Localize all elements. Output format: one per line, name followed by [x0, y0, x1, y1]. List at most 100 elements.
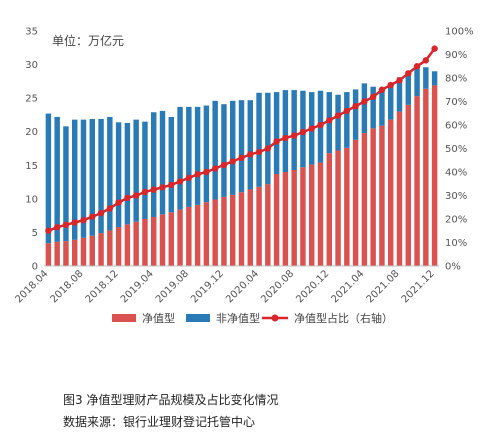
bar-feijingzhi: [379, 90, 385, 126]
bar-feijingzhi: [133, 119, 139, 222]
ratio-point: [422, 57, 430, 64]
bar-jingzhi: [326, 153, 332, 266]
bar-feijingzhi: [186, 106, 192, 207]
bar-feijingzhi: [265, 92, 271, 185]
ratio-point: [176, 178, 184, 185]
bar-feijingzhi: [221, 104, 227, 197]
ratio-point: [124, 194, 131, 202]
bar-jingzhi: [230, 194, 236, 266]
bar-jingzhi: [273, 174, 280, 266]
bar-jingzhi: [265, 184, 271, 266]
bar-jingzhi: [282, 172, 289, 266]
bar-feijingzhi: [431, 71, 438, 86]
bar-jingzhi: [151, 216, 157, 266]
bar-jingzhi: [45, 243, 52, 266]
bar-jingzhi: [133, 221, 139, 266]
bar-jingzhi: [361, 133, 368, 266]
ratio-point: [71, 219, 78, 226]
bar-feijingzhi: [230, 100, 236, 195]
x-tick-label: 2021.08: [365, 268, 402, 305]
ratio-point: [211, 165, 219, 172]
legend-label: 非净值型: [216, 311, 260, 325]
data-source: 数据来源：银行业理财登记托管中心: [63, 415, 256, 429]
legend-label: 净值型占比（右轴）: [294, 311, 393, 325]
bar-jingzhi: [89, 235, 95, 266]
bar-feijingzhi: [273, 92, 280, 175]
ratio-point: [62, 221, 70, 229]
bar-feijingzhi: [238, 100, 245, 193]
unit-label: 单位：万亿元: [52, 33, 124, 48]
ratio-point: [308, 125, 315, 132]
bar-feijingzhi: [142, 121, 148, 219]
bar-feijingzhi: [388, 82, 394, 120]
ratio-point: [405, 70, 412, 77]
bar-feijingzhi: [98, 118, 104, 234]
y-left-tick-label: 15: [25, 161, 38, 172]
ratio-point: [334, 112, 342, 119]
bar-feijingzhi: [124, 122, 131, 225]
bar-feijingzhi: [45, 113, 52, 244]
ratio-point: [326, 117, 333, 124]
figure-caption: 图3 净值型理财产品规模及占比变化情况: [63, 393, 279, 407]
ratio-point: [317, 121, 324, 129]
bar-feijingzhi: [291, 90, 297, 170]
bar-feijingzhi: [282, 90, 289, 172]
y-left-tick-label: 0: [32, 262, 38, 273]
bar-jingzhi: [203, 202, 210, 266]
ratio-point: [45, 227, 52, 234]
y-right-tick-label: 60%: [445, 121, 467, 132]
bar-feijingzhi: [344, 92, 350, 148]
bar-jingzhi: [396, 111, 403, 266]
y-right-tick-label: 70%: [445, 97, 467, 108]
bar-jingzhi: [194, 204, 201, 266]
bar-feijingzhi: [72, 119, 78, 240]
bar-feijingzhi: [370, 86, 376, 129]
ratio-point: [387, 81, 394, 89]
ratio-point: [115, 199, 122, 206]
y-right-tick-label: 30%: [445, 191, 467, 202]
ratio-point: [203, 168, 210, 176]
ratio-point: [53, 224, 61, 231]
ratio-point: [290, 132, 298, 139]
bar-jingzhi: [80, 237, 87, 266]
ratio-point: [378, 86, 386, 93]
ratio-point: [229, 158, 236, 165]
y-right-tick-label: 40%: [445, 168, 467, 179]
bar-jingzhi: [352, 139, 359, 266]
ratio-point: [369, 93, 377, 101]
x-tick-label: 2019.08: [154, 268, 191, 305]
ratio-point: [132, 192, 140, 199]
ratio-point: [396, 77, 403, 84]
bar-jingzhi: [54, 241, 60, 266]
bar-jingzhi: [317, 162, 324, 266]
legend-swatch: [112, 314, 136, 322]
ratio-point: [185, 174, 193, 182]
legend-label: 净值型: [142, 311, 175, 325]
bar-jingzhi: [423, 88, 429, 266]
bar-feijingzhi: [396, 77, 403, 112]
bar-jingzhi: [300, 167, 306, 266]
bar-jingzhi: [379, 125, 385, 267]
bar-jingzhi: [177, 209, 183, 266]
y-left-tick-label: 5: [32, 228, 38, 239]
bar-feijingzhi: [159, 110, 166, 215]
y-left-tick-label: 35: [25, 27, 38, 38]
bar-jingzhi: [335, 150, 341, 266]
bar-jingzhi: [405, 104, 411, 266]
bar-feijingzhi: [63, 126, 69, 242]
bar-feijingzhi: [115, 122, 122, 228]
bar-jingzhi: [107, 230, 113, 266]
x-tick-label: 2020.08: [259, 268, 296, 305]
ratio-point: [97, 209, 105, 217]
legend-marker: [271, 314, 279, 322]
bar-jingzhi: [256, 186, 262, 266]
ratio-point: [299, 128, 307, 136]
bar-feijingzhi: [212, 100, 218, 200]
bar-jingzhi: [159, 214, 166, 266]
bar-feijingzhi: [89, 118, 95, 236]
bar-jingzhi: [388, 119, 394, 266]
ratio-point: [273, 138, 280, 145]
ratio-point: [89, 213, 96, 220]
bar-feijingzhi: [247, 100, 253, 190]
ratio-point: [255, 148, 263, 156]
